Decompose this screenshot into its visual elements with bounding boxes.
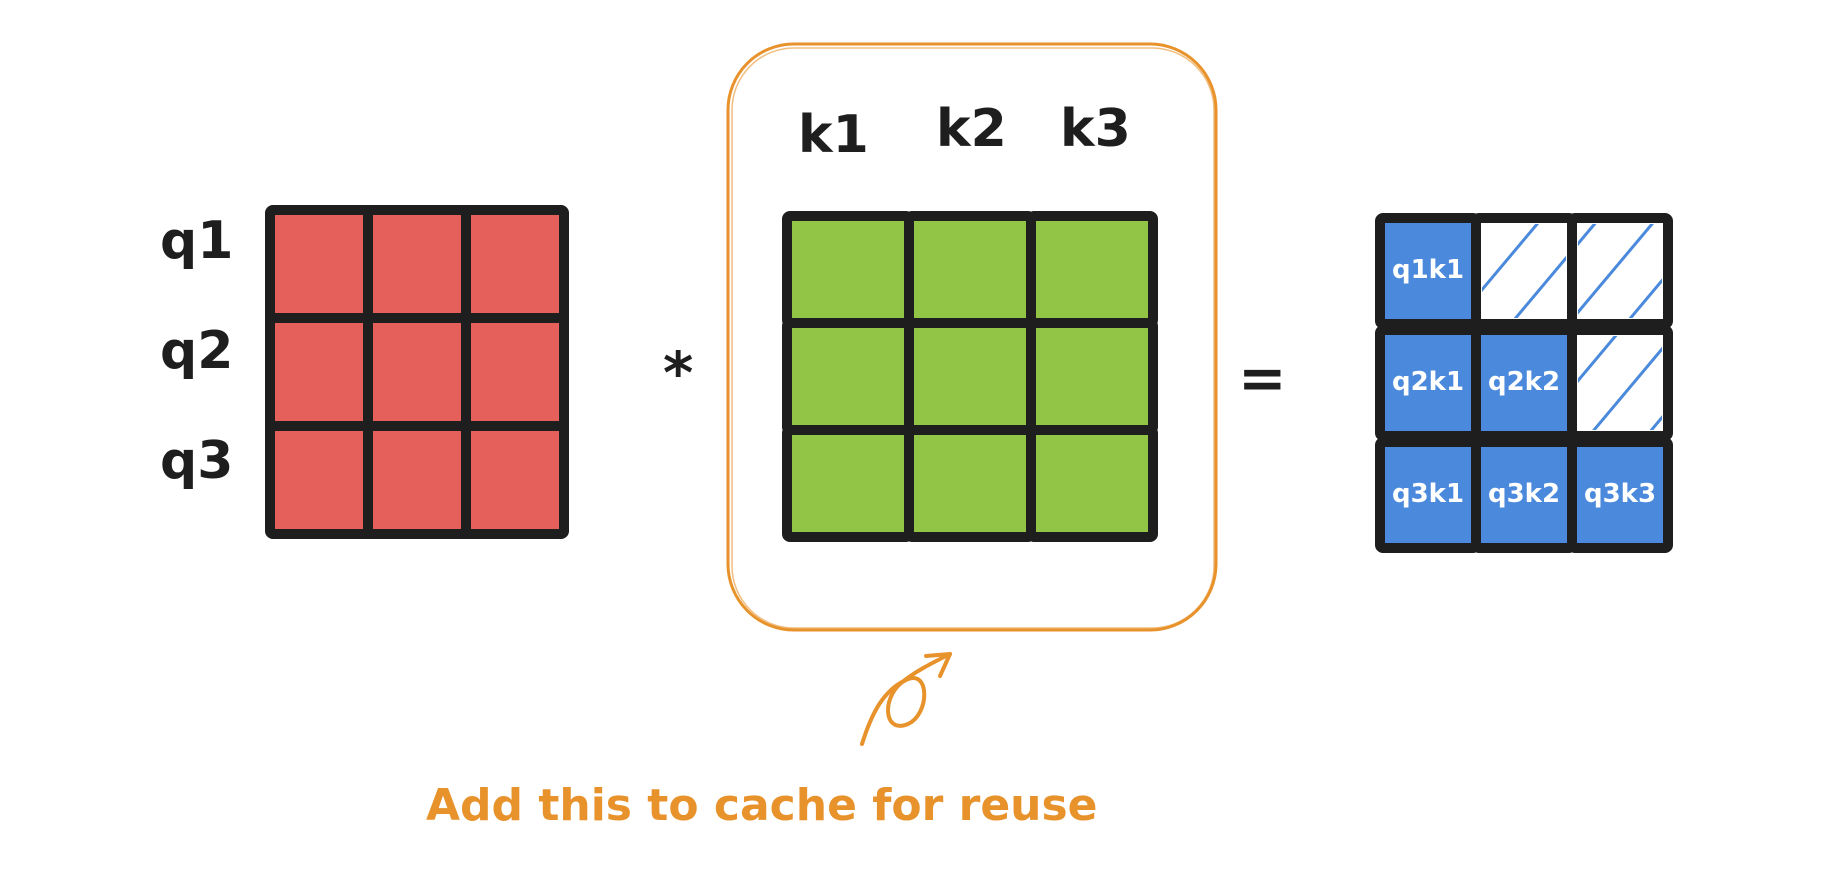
masked-cell-hatch [1578,224,1662,318]
result-cell-label: q3k2 [1488,479,1560,509]
query-label-3: q3 [160,431,233,491]
key-cell [1026,425,1158,542]
query-cell [265,205,373,323]
key-label-2: k2 [936,99,1007,159]
result-cell-label: q3k1 [1392,479,1464,509]
key-matrix [782,211,1158,542]
cache-highlight-frame-sketch [731,47,1215,629]
result-cell [1567,437,1673,553]
key-cell [1026,211,1158,328]
key-cell [782,211,914,328]
key-labels: k1 k2 k3 [798,99,1131,165]
key-cell [782,425,914,542]
multiply-operator: * [663,339,693,407]
result-matrix: q1k1 q2k1 q2k2 q3k1 q3k2 q3k3 [1375,213,1673,553]
query-cell [363,205,471,323]
query-label-1: q1 [160,211,233,271]
cache-highlight-frame [726,42,1218,632]
result-cell-label: q1k1 [1392,255,1464,285]
query-matrix [265,205,569,539]
query-labels: q1 q2 q3 [160,211,233,491]
key-cell [782,318,914,435]
masked-cell-hatch [1482,224,1566,318]
equals-operator: = [1238,344,1287,412]
key-label-3: k3 [1060,99,1131,159]
key-cell [904,425,1036,542]
query-cell [461,313,569,431]
query-cell [461,421,569,539]
cache-annotation-text: Add this to cache for reuse [426,780,1098,831]
curved-arrow-icon [860,652,952,746]
key-cell [1026,318,1158,435]
query-cell [265,313,373,431]
key-cell [904,211,1036,328]
query-cell [461,205,569,323]
masked-cell-hatch [1578,336,1662,430]
result-cell-label: q2k2 [1488,367,1560,397]
result-cell-label: q2k1 [1392,367,1464,397]
key-cell [904,318,1036,435]
key-label-1: k1 [798,105,869,165]
result-cell-label: q3k3 [1584,479,1656,509]
query-cell [363,313,471,431]
query-label-2: q2 [160,321,233,381]
query-cell [265,421,373,539]
query-cell [363,421,471,539]
